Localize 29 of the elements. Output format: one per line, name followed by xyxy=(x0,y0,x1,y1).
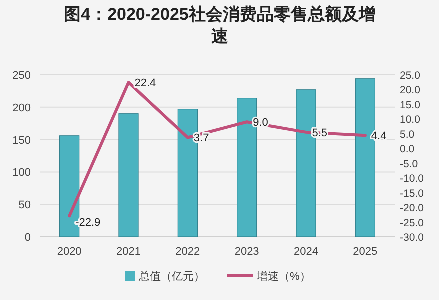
y2-tick-label: 20.0 xyxy=(400,84,421,97)
x-tick-label: 2023 xyxy=(234,246,260,258)
x-tick-label: 2024 xyxy=(294,246,318,258)
y-tick-label: 50 xyxy=(18,200,31,212)
y-tick-label: 150 xyxy=(12,134,31,147)
title: 图4：2020-2025社会消费品零售总额及增速 xyxy=(63,4,377,48)
y-tick-label: 0 xyxy=(24,232,31,244)
x-tick-label: 2022 xyxy=(176,246,200,258)
y2-tick-label: 25.0 xyxy=(400,70,421,82)
y2-tick-label: 0.0 xyxy=(400,144,415,156)
y-tick-label: 100 xyxy=(12,167,31,180)
legend-label: 增速（%） xyxy=(256,270,311,283)
y2-tick-label: -25.0 xyxy=(400,217,424,230)
y2-tick-label: -5.0 xyxy=(400,158,418,170)
y2-tick-label: 5.0 xyxy=(400,128,415,141)
legend-label: 总值（亿元） xyxy=(138,270,205,283)
x-tick-label: 2020 xyxy=(57,246,82,258)
y-tick-label: 250 xyxy=(12,70,31,82)
x-tick-label: 2021 xyxy=(116,246,141,258)
x-tick-label: 2025 xyxy=(353,246,378,258)
y2-tick-label: 15.0 xyxy=(400,99,421,112)
bar xyxy=(118,114,139,238)
y2-tick-label: -15.0 xyxy=(400,188,424,200)
y2-tick-label: -30.0 xyxy=(400,232,424,244)
y2-tick-label: -10.0 xyxy=(400,173,424,186)
y2-tick-label: -20.0 xyxy=(400,202,424,215)
data-label: 22.4 xyxy=(134,78,156,90)
y-tick-label: 200 xyxy=(12,102,31,114)
y2-tick-label: 10.0 xyxy=(400,114,421,126)
